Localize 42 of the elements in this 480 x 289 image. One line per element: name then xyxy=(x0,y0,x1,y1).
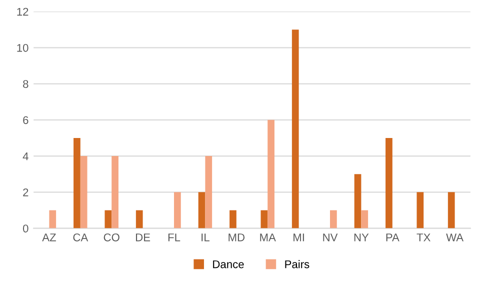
x-tick-label: DE xyxy=(136,234,150,242)
y-tick-label: 8 xyxy=(23,80,28,88)
x-tick-label: AZ xyxy=(42,234,56,242)
bar xyxy=(198,192,206,228)
y-tick-label: 6 xyxy=(23,116,28,124)
bar xyxy=(268,120,274,228)
bar xyxy=(104,210,112,228)
x-tick-label: NV xyxy=(323,234,338,242)
bar xyxy=(386,138,392,228)
bar xyxy=(112,156,118,228)
bar xyxy=(230,210,236,228)
bar xyxy=(174,192,181,228)
legend-label: Pairs xyxy=(285,260,310,268)
bar xyxy=(361,210,368,228)
legend-label: Dance xyxy=(213,260,244,268)
bar xyxy=(136,210,143,228)
x-tick-label: PA xyxy=(386,234,400,242)
y-tick-label: 4 xyxy=(22,152,28,160)
bar xyxy=(80,156,88,228)
y-tick-label: 0 xyxy=(22,224,28,232)
x-tick-label: CO xyxy=(104,233,120,242)
bar xyxy=(448,192,455,228)
x-tick-label: MA xyxy=(260,234,276,242)
y-tick-label: 10 xyxy=(17,44,28,52)
bar xyxy=(354,174,362,228)
x-tick-label: TX xyxy=(416,234,430,242)
bar xyxy=(205,156,212,228)
bar xyxy=(260,210,268,228)
bar xyxy=(416,192,424,228)
x-tick-label: MD xyxy=(228,234,245,242)
bar xyxy=(74,138,80,228)
bar xyxy=(49,210,56,228)
y-tick-label: 2 xyxy=(23,188,28,196)
x-tick-label: NY xyxy=(354,234,369,242)
x-tick-label: MI xyxy=(294,234,304,242)
x-tick-label: FL xyxy=(168,234,180,242)
bar xyxy=(292,30,299,228)
bar xyxy=(330,210,337,228)
x-tick-label: CA xyxy=(73,233,88,242)
x-tick-label: WA xyxy=(446,234,464,242)
y-tick-label: 12 xyxy=(17,8,28,16)
x-tick-label: IL xyxy=(202,234,210,242)
